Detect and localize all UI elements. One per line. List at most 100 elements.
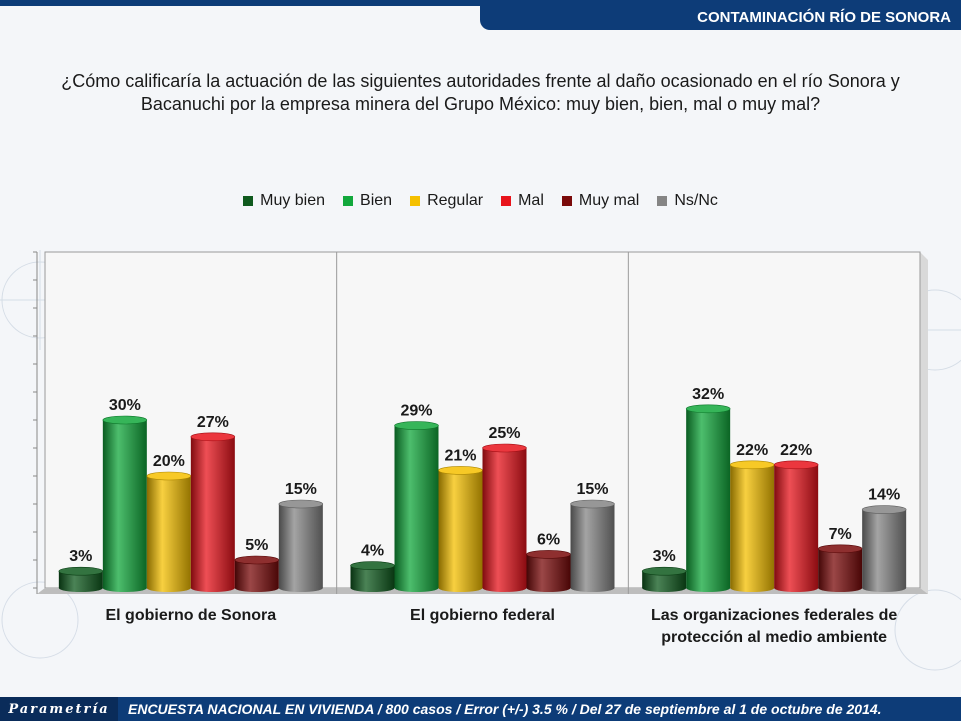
bar-top [729, 460, 775, 470]
bar-top [278, 499, 324, 509]
bar-bien-2 [686, 408, 731, 588]
bar-base [686, 584, 731, 592]
bar-base [570, 584, 615, 592]
legend-label: Muy mal [578, 192, 640, 209]
bar-muy-mal-1 [526, 554, 571, 588]
question-line-2: Bacanuchi por la empresa minera del Grup… [140, 94, 821, 114]
survey-question: ¿Cómo calificaría la actuación de las si… [20, 70, 941, 116]
legend-swatch [410, 196, 421, 206]
data-label: 15% [285, 481, 317, 498]
bar-chart: 3% 30% 20% 27% 5% 15% El gobierno de Sonora 4% 2… [33, 251, 928, 646]
bar-ns-nc-1 [570, 504, 615, 588]
legend-item-3: Mal [501, 192, 544, 210]
legend-label: Mal [518, 192, 544, 209]
legend-item-4: Muy mal [561, 192, 640, 210]
legend-label: Regular [427, 192, 484, 209]
bar-muy-mal-0 [234, 560, 279, 588]
legend-item-1: Bien [343, 192, 392, 210]
data-label: 20% [153, 453, 185, 470]
bar-bien-0 [102, 420, 147, 588]
category-label: protección al medio ambiente [661, 629, 887, 646]
bar-muy-bien-0 [58, 571, 103, 588]
bar-base [146, 584, 191, 592]
bar-base [818, 584, 863, 592]
bar-base [438, 584, 483, 592]
footer-logo: Parametría [0, 697, 118, 721]
bar-mal-2 [774, 464, 819, 588]
bar-base [278, 584, 323, 592]
data-label: 3% [69, 548, 92, 565]
data-label: 32% [692, 386, 724, 403]
data-label: 27% [197, 414, 229, 431]
bar-top [146, 471, 192, 481]
section-title: CONTAMINACIÓN RÍO DE SONORA [697, 8, 951, 26]
bar-base [234, 584, 279, 592]
bar-top [482, 443, 527, 453]
bar-bien-1 [394, 425, 439, 588]
legend-item-0: Muy bien [243, 192, 325, 210]
bar-muy-bien-1 [350, 565, 395, 588]
bar-mal-1 [482, 448, 527, 588]
bar-base [862, 584, 907, 592]
bar-base [58, 584, 103, 592]
legend-swatch [657, 196, 668, 206]
bar-top [190, 432, 236, 442]
legend-label: Muy bien [260, 192, 326, 209]
legend-label: Bien [360, 192, 393, 209]
bar-base [642, 584, 687, 592]
bar-base [102, 584, 147, 592]
bar-top [570, 499, 615, 509]
bar-regular-0 [146, 476, 191, 588]
data-label: 14% [868, 487, 900, 504]
data-label: 3% [653, 548, 676, 565]
footer-bar [0, 697, 961, 721]
bar-top [861, 505, 907, 514]
bar-top [234, 555, 280, 565]
top-strip [0, 0, 961, 6]
bar-base [190, 584, 235, 592]
data-label: 22% [736, 442, 768, 459]
data-label: 5% [245, 537, 268, 554]
category-label: El gobierno federal [410, 607, 555, 624]
category-label: El gobierno de Sonora [105, 607, 276, 624]
legend-item-5: Ns/Nc [657, 192, 718, 210]
bar-base [526, 584, 571, 592]
bar-base [482, 584, 527, 592]
bar-muy-mal-2 [818, 548, 863, 588]
bar-top [641, 566, 687, 576]
question-line-1: ¿Cómo calificaría la actuación de las si… [61, 71, 900, 91]
legend-swatch [501, 196, 512, 206]
bar-mal-0 [190, 436, 235, 588]
data-label: 25% [488, 425, 520, 442]
bar-top [350, 561, 395, 570]
bar-ns-nc-2 [862, 509, 907, 588]
bar-regular-2 [730, 464, 775, 588]
bar-base [350, 584, 395, 592]
bar-ns-nc-0 [278, 504, 323, 588]
legend-swatch [561, 196, 572, 206]
legend-label: Ns/Nc [674, 192, 718, 209]
bar-regular-1 [438, 470, 483, 588]
bar-top [773, 460, 819, 470]
bar-base [730, 584, 775, 592]
legend-swatch [243, 196, 254, 206]
legend-item-2: Regular [410, 192, 483, 210]
footer-survey-note: ENCUESTA NACIONAL EN VIVIENDA / 800 caso… [128, 701, 882, 717]
legend-swatch [343, 196, 354, 206]
bar-top [58, 566, 104, 576]
bar-base [394, 584, 439, 592]
data-label: 7% [829, 526, 852, 543]
bar-top [526, 550, 571, 559]
chart-legend: Muy bien Bien Regular Mal Muy mal Ns/Nc [0, 192, 961, 210]
bar-muy-bien-2 [642, 571, 687, 588]
section-title-bar: CONTAMINACIÓN RÍO DE SONORA [480, 4, 961, 30]
data-label: 30% [109, 397, 141, 414]
bar-top [394, 421, 439, 430]
data-label: 6% [537, 531, 560, 548]
bar-top [438, 466, 483, 475]
data-label: 29% [400, 403, 432, 420]
bar-top [817, 544, 863, 554]
bar-top [102, 415, 148, 425]
data-label: 21% [444, 447, 476, 464]
bar-base [774, 584, 819, 592]
